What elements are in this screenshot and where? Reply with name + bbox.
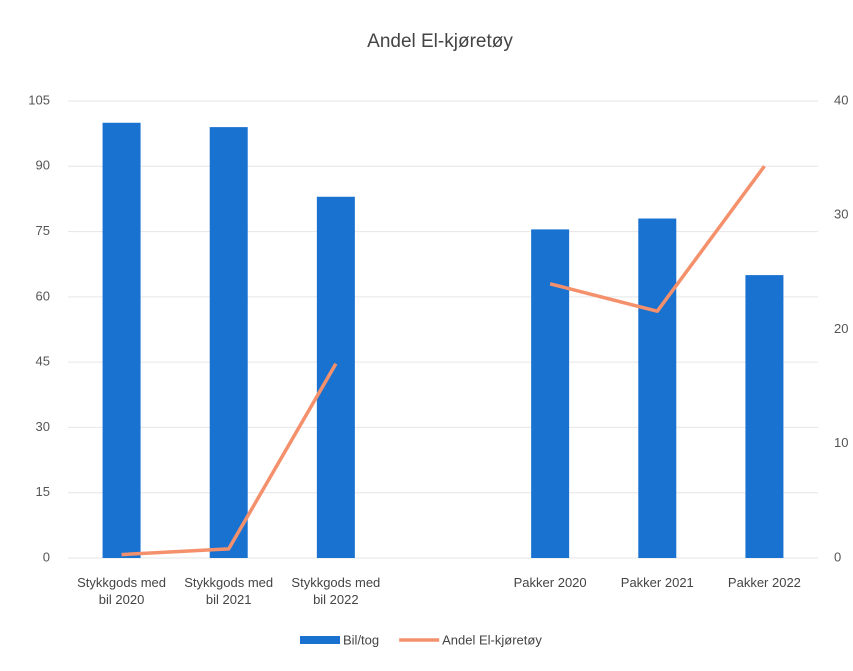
y-tick-label: 30: [36, 419, 50, 434]
y2-tick-label: 30: [834, 207, 848, 222]
legend-swatch: [300, 636, 340, 644]
bar: [745, 275, 784, 558]
y-tick-label: 45: [36, 354, 50, 369]
bar: [638, 218, 677, 558]
x-tick-label: Pakker 2022: [727, 575, 801, 590]
line: [121, 165, 766, 557]
legend-label: Bil/tog: [343, 632, 379, 647]
bar: [209, 127, 248, 558]
chart-title: Andel El-kjøretøy: [367, 31, 513, 52]
x-tick-label: Stykkgods med bil 2022: [291, 575, 381, 607]
bar: [316, 196, 355, 558]
legend-label: Andel El-kjøretøy: [442, 632, 542, 647]
x-tick-label: Pakker 2020: [513, 575, 587, 590]
y-tick-label: 75: [36, 223, 50, 238]
y-tick-label: 60: [36, 288, 50, 303]
y2-tick-label: 20: [834, 321, 848, 336]
y2-tick-label: 10: [834, 435, 848, 450]
bar: [531, 229, 570, 558]
y2-tick-label: 0: [834, 549, 841, 564]
y-tick-label: 0: [43, 549, 50, 564]
x-tick-label: Stykkgods med bil 2020: [77, 575, 166, 607]
bar: [102, 122, 141, 558]
y-tick-label: 105: [28, 92, 50, 107]
y-tick-label: 90: [36, 158, 50, 173]
y-tick-label: 15: [36, 484, 50, 499]
y2-tick-label: 40: [834, 92, 848, 107]
x-tick-label: Stykkgods med bil 2021: [184, 575, 274, 607]
x-tick-label: Pakker 2021: [620, 575, 694, 590]
